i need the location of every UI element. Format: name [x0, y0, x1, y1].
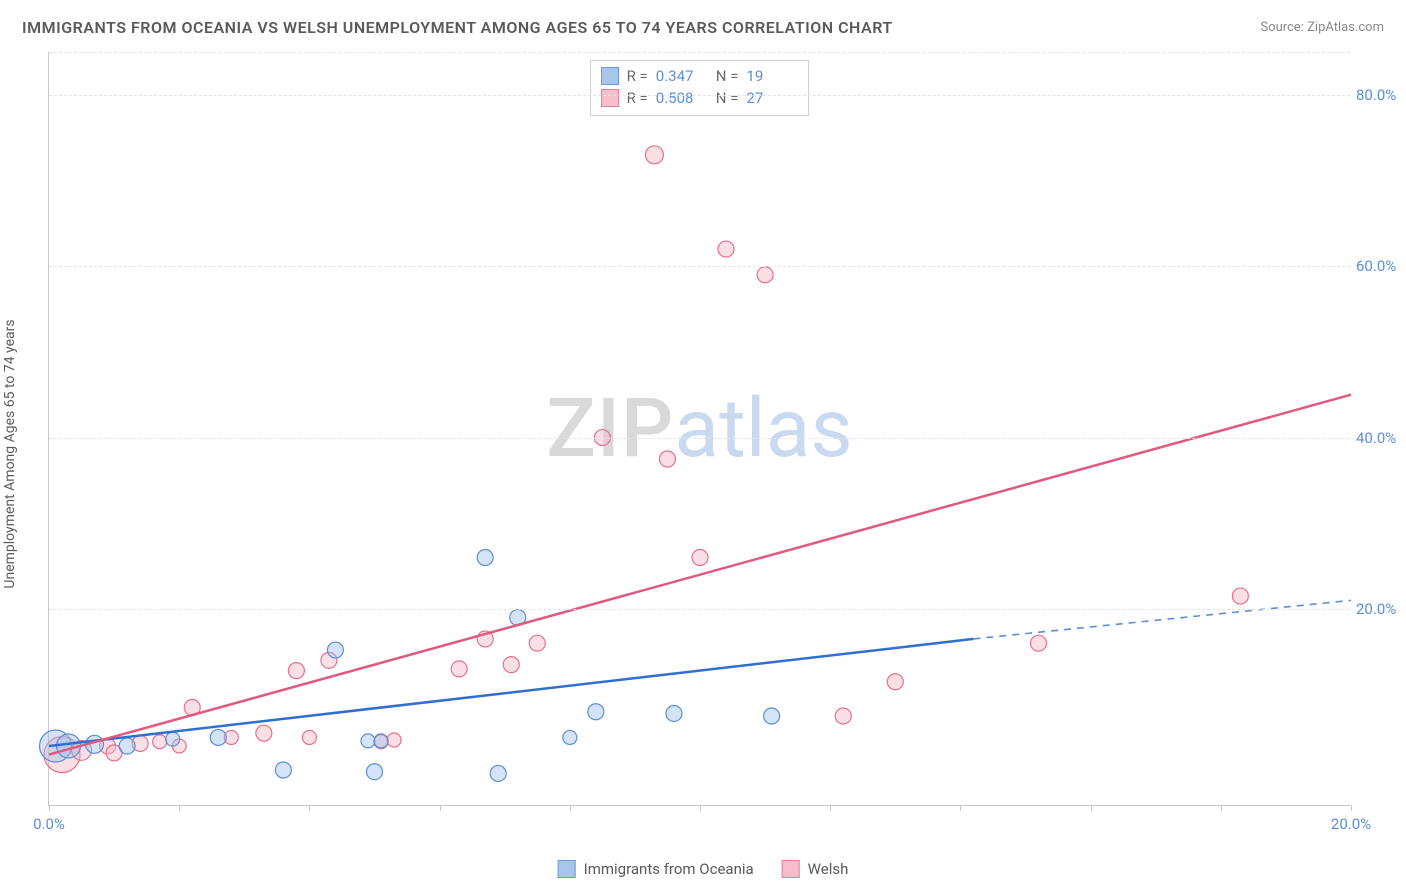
data-point-welsh: [503, 657, 519, 673]
x-tick: [960, 805, 961, 811]
data-point-welsh: [387, 733, 401, 747]
x-tick: [700, 805, 701, 811]
gridline-h: [49, 266, 1350, 267]
plot-area: ZIPatlas R = 0.347 N = 19 R = 0.508 N = …: [48, 52, 1350, 806]
data-point-oceania: [490, 765, 506, 781]
data-point-welsh: [718, 241, 734, 257]
chart-title: IMMIGRANTS FROM OCEANIA VS WELSH UNEMPLO…: [22, 18, 893, 37]
x-tick: [570, 805, 571, 811]
x-tick: [440, 805, 441, 811]
legend-label-oceania: Immigrants from Oceania: [584, 860, 754, 878]
data-point-welsh: [1031, 635, 1047, 651]
y-tick-label: 80.0%: [1356, 86, 1406, 104]
data-point-oceania: [119, 738, 135, 754]
trendline-dash-oceania: [973, 600, 1351, 639]
trendline-oceania: [49, 639, 973, 746]
data-point-welsh: [835, 708, 851, 724]
gridline-h: [49, 609, 1350, 610]
x-tick-label: 20.0%: [1331, 815, 1371, 833]
legend-item-oceania: Immigrants from Oceania: [558, 860, 754, 878]
gridline-h: [49, 95, 1350, 96]
legend-item-welsh: Welsh: [782, 860, 849, 878]
data-point-oceania: [563, 730, 577, 744]
y-axis-label: Unemployment Among Ages 65 to 74 years: [2, 319, 18, 588]
data-point-welsh: [302, 730, 316, 744]
x-tick-label: 0.0%: [33, 815, 65, 833]
data-point-oceania: [367, 764, 383, 780]
y-tick-label: 40.0%: [1356, 429, 1406, 447]
gridline-h: [49, 52, 1350, 53]
data-point-oceania: [327, 642, 343, 658]
data-point-welsh: [692, 550, 708, 566]
scatter-plot-svg: [49, 52, 1350, 805]
data-point-oceania: [374, 734, 388, 748]
data-point-welsh: [529, 635, 545, 651]
data-point-oceania: [166, 732, 180, 746]
gridline-h: [49, 438, 1350, 439]
x-tick: [179, 805, 180, 811]
y-tick-label: 20.0%: [1356, 600, 1406, 618]
source-attribution: Source: ZipAtlas.com: [1260, 20, 1384, 35]
data-point-welsh: [645, 146, 663, 164]
data-point-welsh: [288, 663, 304, 679]
data-point-oceania: [477, 550, 493, 566]
legend-series: Immigrants from Oceania Welsh: [558, 860, 849, 878]
data-point-welsh: [256, 725, 272, 741]
data-point-oceania: [588, 704, 604, 720]
data-point-welsh: [451, 661, 467, 677]
data-point-oceania: [210, 729, 226, 745]
data-point-welsh: [887, 674, 903, 690]
trendline-welsh: [49, 395, 1351, 755]
x-tick: [830, 805, 831, 811]
y-tick-label: 60.0%: [1356, 257, 1406, 275]
source-prefix: Source:: [1260, 20, 1307, 35]
data-point-welsh: [757, 267, 773, 283]
title-bar: IMMIGRANTS FROM OCEANIA VS WELSH UNEMPLO…: [22, 18, 1384, 37]
data-point-welsh: [659, 451, 675, 467]
x-tick: [1091, 805, 1092, 811]
source-link[interactable]: ZipAtlas.com: [1307, 20, 1384, 35]
data-point-oceania: [764, 708, 780, 724]
x-tick: [49, 805, 50, 811]
swatch-welsh: [782, 860, 800, 878]
data-point-welsh: [1232, 588, 1248, 604]
legend-label-welsh: Welsh: [808, 860, 849, 878]
swatch-oceania: [558, 860, 576, 878]
data-point-oceania: [275, 762, 291, 778]
x-tick: [309, 805, 310, 811]
x-tick: [1221, 805, 1222, 811]
x-tick: [1351, 805, 1352, 811]
data-point-oceania: [361, 734, 375, 748]
data-point-oceania: [666, 705, 682, 721]
data-point-welsh: [153, 735, 167, 749]
